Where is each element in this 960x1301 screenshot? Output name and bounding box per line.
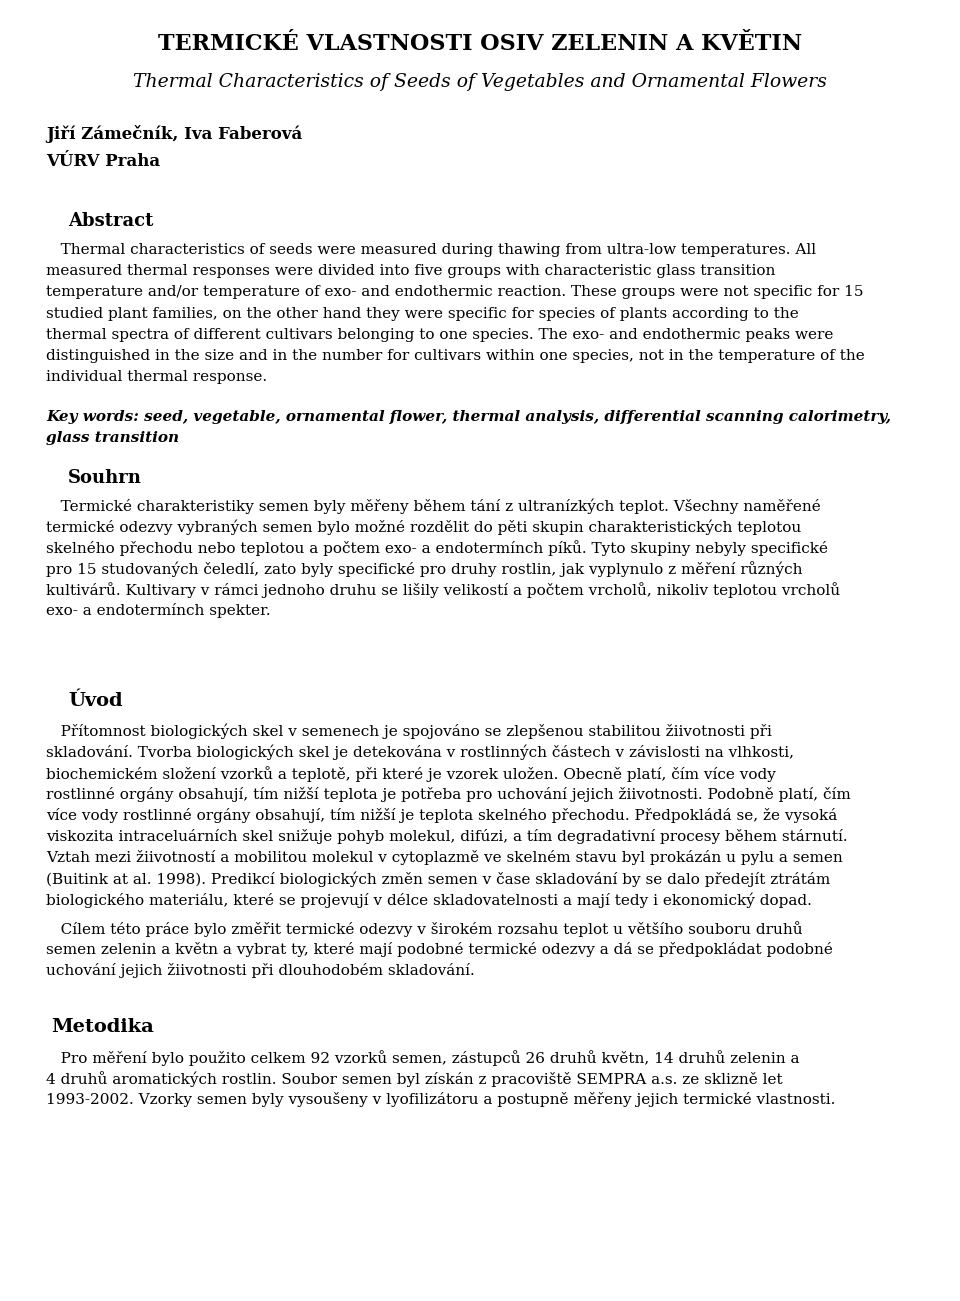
Text: rostlinné orgány obsahují, tím nižší teplota je potřeba pro uchování jejich žiiv: rostlinné orgány obsahují, tím nižší tep… [46,787,851,801]
Text: Thermal Characteristics of Seeds of Vegetables and Ornamental Flowers: Thermal Characteristics of Seeds of Vege… [133,73,827,91]
Text: thermal spectra of different cultivars belonging to one species. The exo- and en: thermal spectra of different cultivars b… [46,328,833,342]
Text: Souhrn: Souhrn [68,468,142,487]
Text: biologického materiálu, které se projevují v délce skladovatelnosti a mají tedy : biologického materiálu, které se projevu… [46,892,812,908]
Text: Termické charakteristiky semen byly měřeny během tání z ultranízkých teplot. Vše: Termické charakteristiky semen byly měře… [46,498,821,514]
Text: TERMICKÉ VLASTNOSTI OSIV ZELENIN A KVĚTIN: TERMICKÉ VLASTNOSTI OSIV ZELENIN A KVĚTI… [158,33,802,55]
Text: Pro měření bylo použito celkem 92 vzorků semen, zástupců 26 druhů květn, 14 druh: Pro měření bylo použito celkem 92 vzorků… [46,1050,800,1066]
Text: Abstract: Abstract [68,212,154,230]
Text: 4 druhů aromatických rostlin. Soubor semen byl získán z pracoviště SEMPRA a.s. z: 4 druhů aromatických rostlin. Soubor sem… [46,1071,782,1086]
Text: viskozita intraceluárních skel snižuje pohyb molekul, difúzi, a tím degradativní: viskozita intraceluárních skel snižuje p… [46,829,848,844]
Text: distinguished in the size and in the number for cultivars within one species, no: distinguished in the size and in the num… [46,349,865,363]
Text: 1993-2002. Vzorky semen byly vysoušeny v lyofilizátoru a postupně měřeny jejich : 1993-2002. Vzorky semen byly vysoušeny v… [46,1092,835,1107]
Text: biochemickém složení vzorků a teplotě, při které je vzorek uložen. Obecně platí,: biochemickém složení vzorků a teplotě, p… [46,766,776,782]
Text: studied plant families, on the other hand they were specific for species of plan: studied plant families, on the other han… [46,307,799,320]
Text: Thermal characteristics of seeds were measured during thawing from ultra-low tem: Thermal characteristics of seeds were me… [46,243,816,258]
Text: uchování jejich žiivotnosti při dlouhodobém skladování.: uchování jejich žiivotnosti při dlouhodo… [46,963,475,978]
Text: skelného přechodu nebo teplotou a počtem exo- a endotermínch píků. Tyto skupiny : skelného přechodu nebo teplotou a počtem… [46,540,828,556]
Text: (Buitink at al. 1998). Predikcí biologických změn semen v čase skladování by se : (Buitink at al. 1998). Predikcí biologic… [46,872,830,886]
Text: temperature and/or temperature of exo- and endothermic reaction. These groups we: temperature and/or temperature of exo- a… [46,285,864,299]
Text: Úvod: Úvod [68,692,123,710]
Text: individual thermal response.: individual thermal response. [46,369,267,384]
Text: measured thermal responses were divided into five groups with characteristic gla: measured thermal responses were divided … [46,264,776,278]
Text: Key words: seed, vegetable, ornamental flower, thermal analysis, differential sc: Key words: seed, vegetable, ornamental f… [46,410,891,424]
Text: Vztah mezi žiivotností a mobilitou molekul v cytoplazmě ve skelném stavu byl pro: Vztah mezi žiivotností a mobilitou molek… [46,850,843,865]
Text: VÚRV Praha: VÚRV Praha [46,152,160,169]
Text: glass transition: glass transition [46,431,180,445]
Text: skladování. Tvorba biologických skel je detekována v rostlinných částech v závis: skladování. Tvorba biologických skel je … [46,744,794,760]
Text: semen zelenin a květn a vybrat ty, které mají podobné termické odezvy a dá se př: semen zelenin a květn a vybrat ty, které… [46,942,833,958]
Text: Metodika: Metodika [51,1017,154,1036]
Text: termické odezvy vybraných semen bylo možné rozdělit do pěti skupin charakteristi: termické odezvy vybraných semen bylo mož… [46,519,802,535]
Text: Jiří Zámečník, Iva Faberová: Jiří Zámečník, Iva Faberová [46,125,302,143]
Text: Cílem této práce bylo změřit termické odezvy v širokém rozsahu teplot u většího : Cílem této práce bylo změřit termické od… [46,921,803,937]
Text: exo- a endotermínch spekter.: exo- a endotermínch spekter. [46,604,271,618]
Text: více vody rostlinné orgány obsahují, tím nižší je teplota skelného přechodu. Pře: více vody rostlinné orgány obsahují, tím… [46,808,837,824]
Text: pro 15 studovaných čeledlí, zato byly specifické pro druhy rostlin, jak vyplynul: pro 15 studovaných čeledlí, zato byly sp… [46,561,803,578]
Text: Přítomnost biologických skel v semenech je spojováno se zlepšenou stabilitou žii: Přítomnost biologických skel v semenech … [46,723,772,739]
Text: kultivárů. Kultivary v rámci jednoho druhu se lišily velikostí a počtem vrcholů,: kultivárů. Kultivary v rámci jednoho dru… [46,583,840,598]
